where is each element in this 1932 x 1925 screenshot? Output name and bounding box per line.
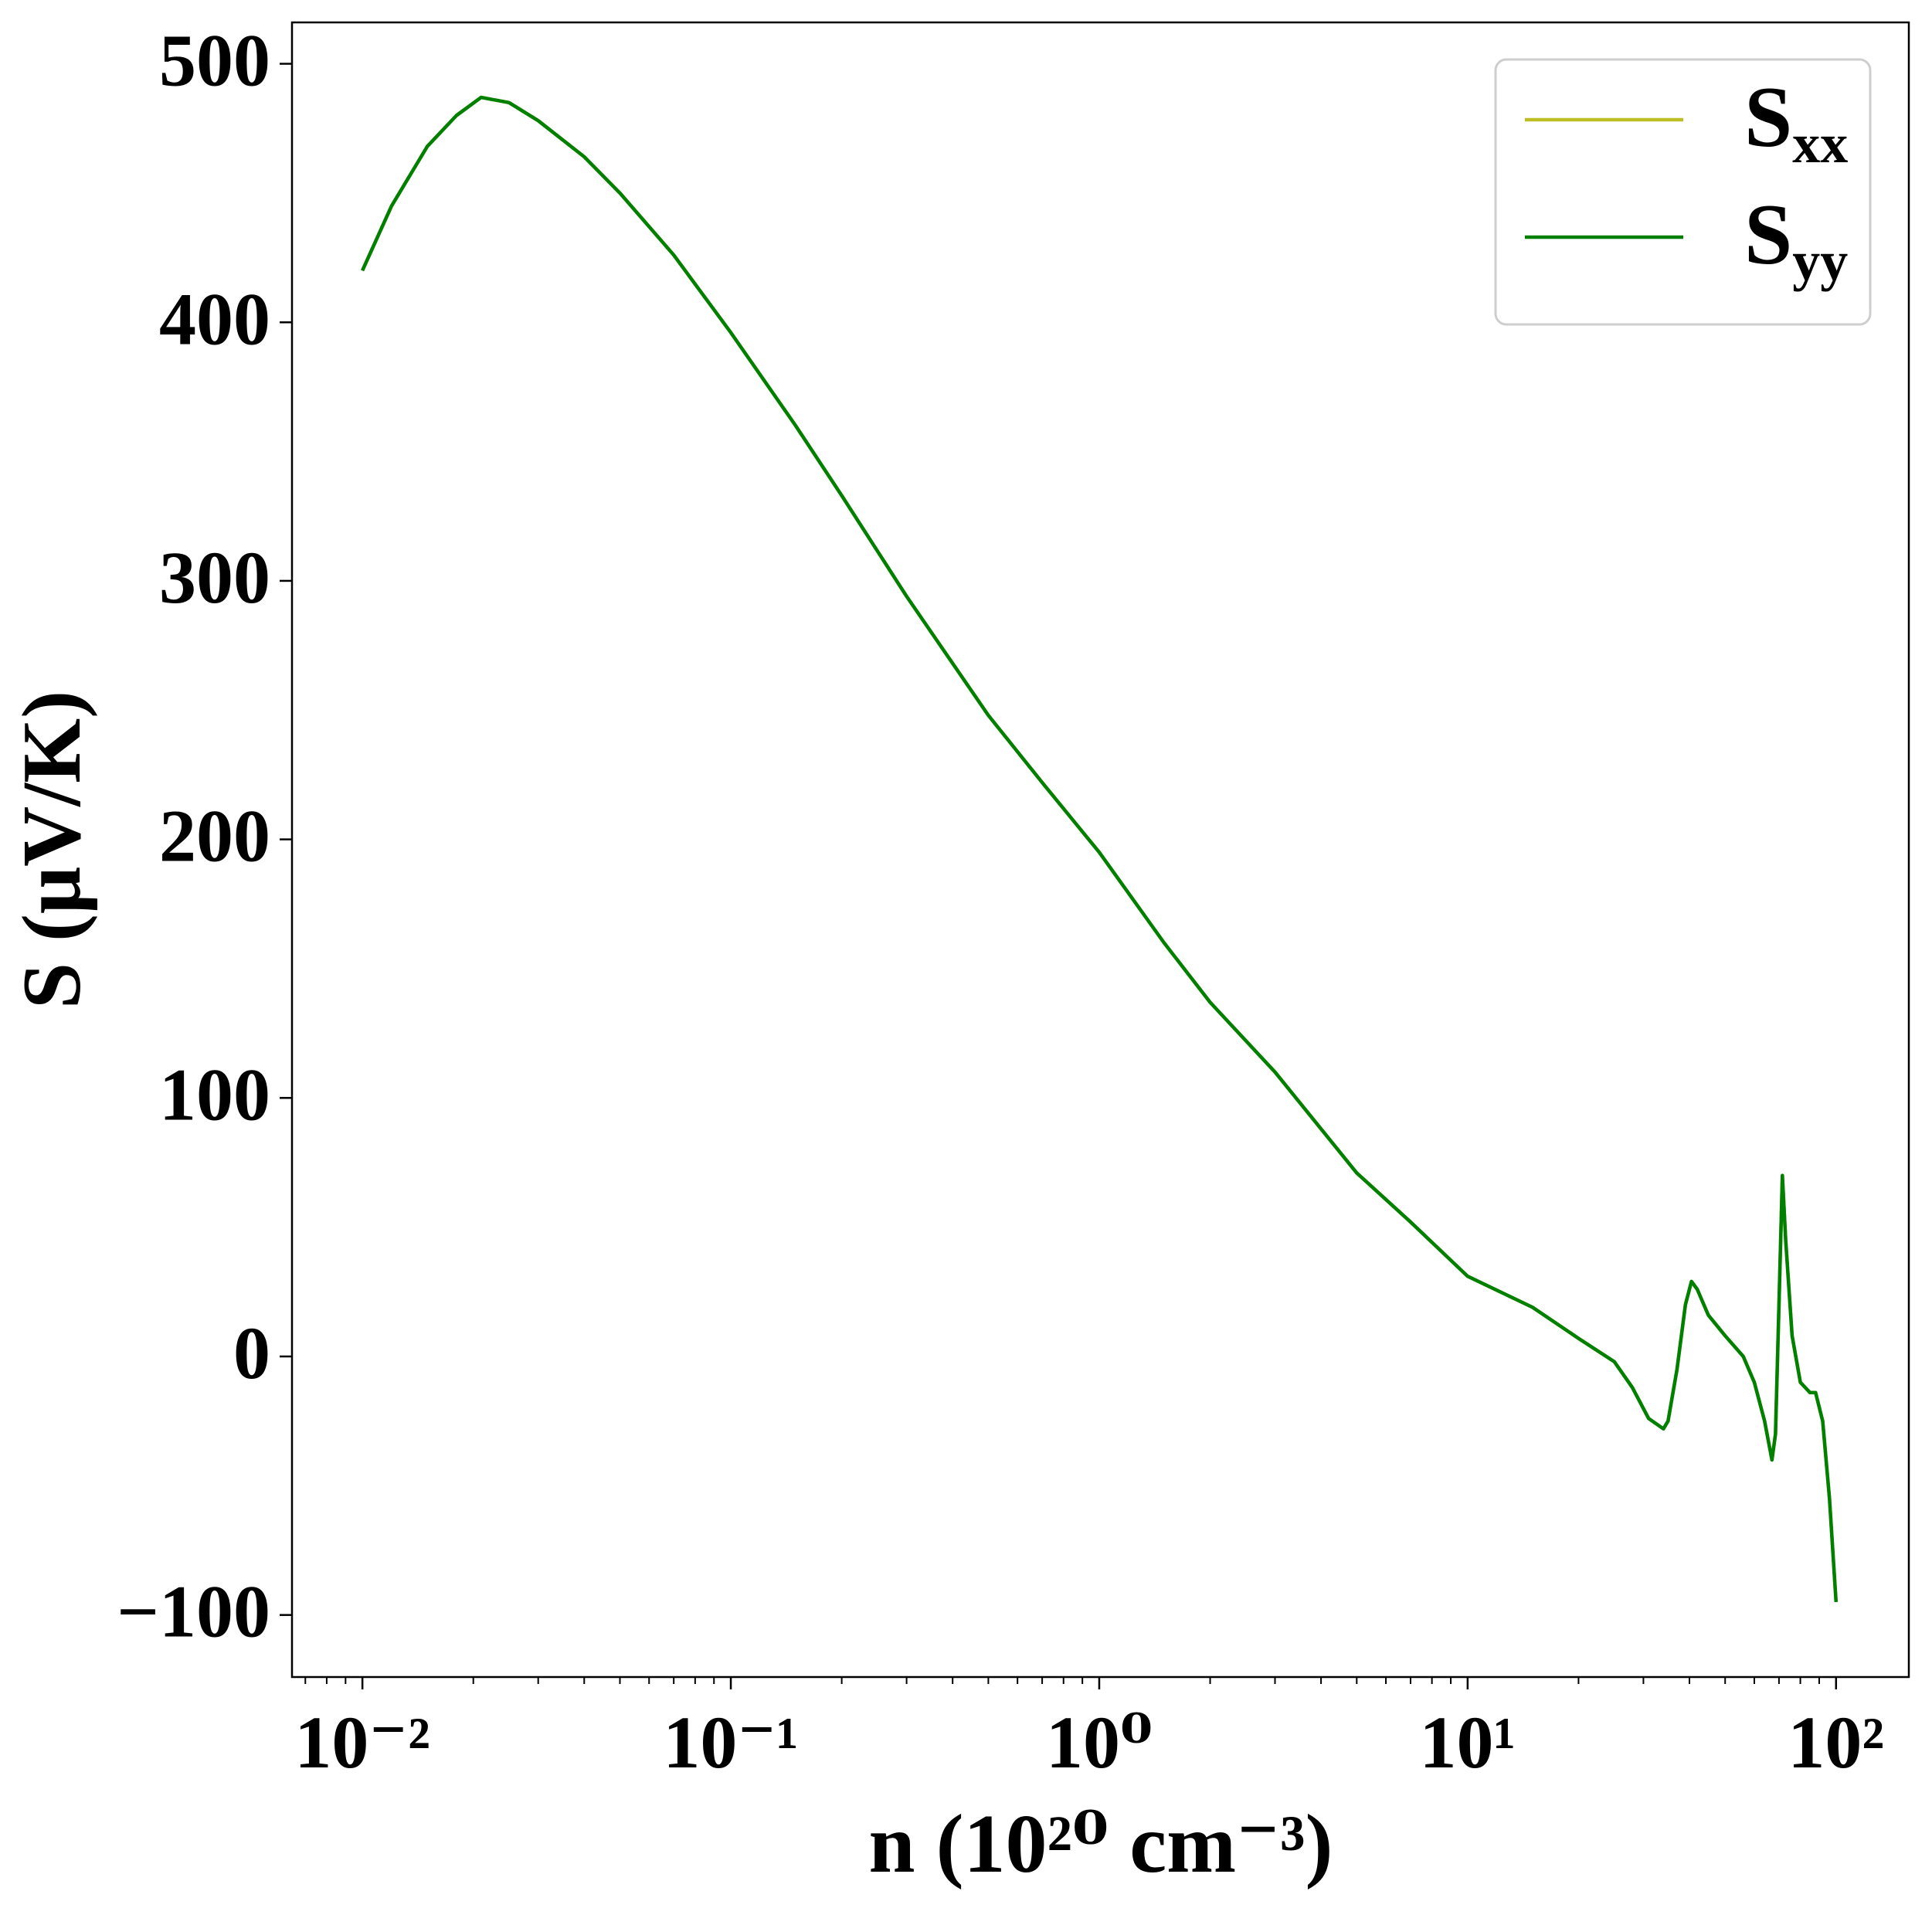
x-tick-label: 10²	[1788, 1701, 1884, 1784]
y-tick-label: −100	[117, 1570, 270, 1653]
y-tick-label: 200	[159, 795, 270, 878]
legend-label: Syy	[1744, 187, 1848, 292]
y-tick-label: 500	[159, 19, 270, 102]
series-line	[361, 95, 1839, 1603]
plot-frame	[290, 21, 1910, 1679]
legend-box	[1494, 58, 1872, 326]
x-axis-label: n (10²⁰ cm⁻³)	[869, 1798, 1333, 1890]
y-axis-label: S (μV/K)	[6, 691, 98, 1009]
y-tick-label: 400	[159, 277, 270, 360]
x-tick-label: 10⁻²	[294, 1701, 430, 1784]
x-tick-label: 10¹	[1419, 1701, 1516, 1784]
legend-label: Sxx	[1744, 70, 1848, 175]
x-tick-label: 10⁻¹	[663, 1701, 798, 1784]
y-tick-label: 100	[159, 1053, 270, 1136]
y-tick-label: 0	[233, 1312, 270, 1394]
x-tick-label: 10⁰	[1046, 1701, 1153, 1784]
y-tick-label: 300	[159, 536, 270, 619]
